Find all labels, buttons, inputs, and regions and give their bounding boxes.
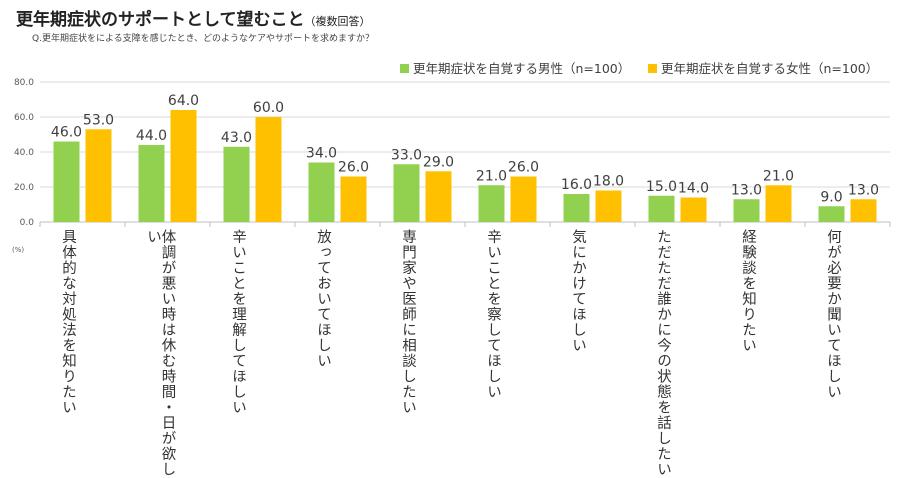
bar-female: [765, 185, 792, 222]
bar-female: [850, 199, 877, 222]
legend-swatch: [400, 64, 409, 73]
x-category-label: 体調が悪い時は休む時間・日が欲しい: [145, 229, 176, 477]
y-axis-unit: (%): [12, 246, 24, 254]
title-note: （複数回答）: [304, 15, 371, 28]
data-label: 29.0: [423, 154, 454, 170]
bar-male: [393, 164, 420, 222]
bar-male: [733, 199, 760, 222]
bar-male: [53, 141, 80, 222]
bar-male: [818, 206, 845, 222]
legend-swatch: [648, 64, 657, 73]
y-tick-label: 40.0: [14, 148, 34, 158]
x-category-label: 辛いことを察してほしい: [485, 229, 501, 400]
data-label: 43.0: [221, 130, 252, 146]
data-label: 21.0: [476, 168, 507, 184]
data-label: 34.0: [306, 146, 337, 162]
bar-male: [648, 195, 675, 222]
y-tick-label: 60.0: [14, 113, 34, 123]
bar-male: [478, 185, 505, 222]
data-label: 53.0: [83, 112, 114, 128]
bar-female: [340, 176, 367, 222]
legend-label: 更年期症状を自覚する女性（n=100）: [661, 61, 878, 76]
bar-female: [425, 171, 452, 222]
data-label: 16.0: [561, 177, 592, 193]
bar-female: [595, 190, 622, 222]
x-category-label: 具体的な対処法を知りたい: [60, 229, 76, 415]
data-label: 13.0: [848, 182, 879, 198]
bar-male: [223, 146, 250, 222]
data-label: 26.0: [508, 160, 539, 176]
data-label: 64.0: [168, 93, 199, 109]
bar-female: [510, 176, 537, 222]
title-text: 更年期症状のサポートとして望むこと: [16, 10, 305, 30]
x-category-label: 放っておいてほしい: [315, 229, 331, 369]
data-label: 14.0: [678, 181, 709, 197]
bar-male: [563, 194, 590, 222]
y-tick-label: 0.0: [20, 218, 35, 228]
x-category-label: 専門家や医師に相談したい: [400, 229, 416, 415]
x-category-label: 辛いことを理解してほしい: [230, 229, 246, 415]
data-label: 9.0: [820, 189, 842, 205]
data-label: 15.0: [646, 179, 677, 195]
bar-female: [680, 197, 707, 222]
data-label: 13.0: [731, 182, 762, 198]
y-tick-label: 20.0: [14, 183, 34, 193]
x-category-label: 気にかけてほしい: [570, 229, 586, 353]
data-label: 44.0: [136, 128, 167, 144]
x-category-label: 何が必要か聞いてほしい: [825, 229, 841, 400]
x-category-label: ただただ誰かに今の状態を話したい: [655, 229, 671, 477]
chart-subtitle: Q.更年期症状をによる支障を感じたとき、どのようなケアやサポートを求めますか？: [32, 34, 375, 44]
data-label: 21.0: [763, 168, 794, 184]
data-label: 26.0: [338, 160, 369, 176]
chart-title: 更年期症状のサポートとして望むこと（複数回答）: [16, 5, 371, 30]
bar-female: [170, 110, 197, 222]
data-label: 18.0: [593, 174, 624, 190]
x-category-label: 経験談を知りたい: [740, 229, 756, 353]
y-tick-label: 80.0: [14, 78, 34, 88]
data-label: 46.0: [51, 125, 82, 141]
legend-label: 更年期症状を自覚する男性（n=100）: [413, 61, 630, 76]
bar-male: [138, 145, 165, 222]
data-label: 33.0: [391, 147, 422, 163]
data-label: 60.0: [253, 100, 284, 116]
bar-female: [255, 117, 282, 222]
bar-male: [308, 162, 335, 222]
bar-female: [85, 129, 112, 222]
